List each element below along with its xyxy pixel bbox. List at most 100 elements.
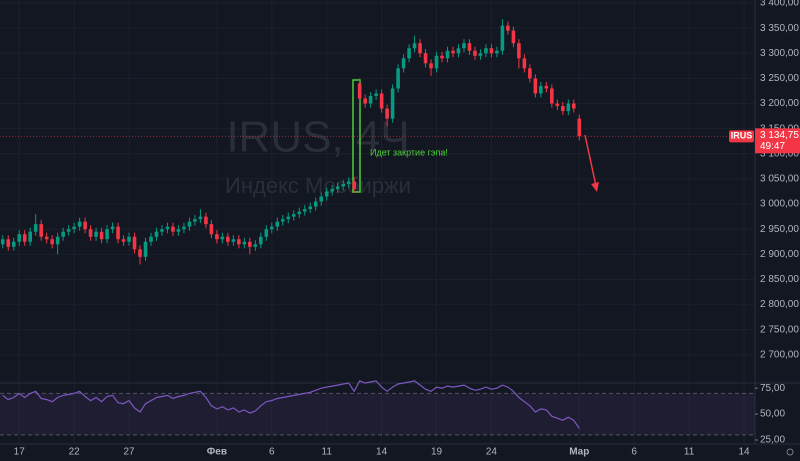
symbol-badge	[729, 130, 754, 143]
y-tick-label: 3 250,00	[760, 73, 799, 84]
candle-body	[528, 68, 532, 79]
y-tick-label: 3 300,00	[760, 48, 799, 59]
candle-body	[215, 234, 219, 240]
candle-body	[121, 239, 126, 242]
candle-body	[237, 239, 241, 245]
candle-body	[489, 48, 494, 54]
candle-body	[154, 231, 159, 237]
arrow-head	[591, 182, 599, 192]
candle-body	[572, 103, 576, 109]
candle-body	[429, 63, 433, 69]
candle-body	[204, 216, 208, 225]
x-tick-label: Фев	[207, 447, 227, 458]
candle-body	[160, 229, 164, 232]
candle-body	[39, 224, 43, 237]
x-tick-label: 17	[14, 447, 26, 458]
candle-body	[456, 48, 461, 54]
candle-body	[539, 85, 543, 94]
candle-body	[264, 229, 269, 237]
x-tick-label: 24	[486, 447, 498, 458]
candle-body	[357, 83, 362, 99]
x-tick-label: 11	[322, 447, 333, 458]
annotation: Идет закртие гэпа!	[370, 147, 448, 157]
candle-body	[242, 241, 247, 245]
x-tick-label: 27	[123, 447, 135, 458]
candle-body	[33, 224, 38, 232]
candle-body	[396, 68, 400, 89]
y-tick-label: 75,00	[760, 383, 785, 394]
symbol-label: IRUS	[731, 131, 753, 141]
candle-body	[198, 216, 203, 220]
candle-body	[434, 55, 439, 69]
y-tick-label: 2 850,00	[760, 274, 799, 285]
candle-body	[467, 43, 472, 51]
candle-body	[50, 239, 54, 245]
candle-body	[379, 93, 384, 109]
candle-body	[308, 206, 313, 210]
candle-body	[143, 241, 148, 257]
candle-body	[138, 249, 142, 257]
candle-body	[187, 221, 192, 227]
candle-body	[127, 236, 131, 242]
candle-body	[209, 224, 214, 235]
y-tick-label: 2 900,00	[760, 249, 799, 260]
x-tick-label: 22	[69, 447, 81, 458]
candle-body	[550, 88, 554, 104]
candle-body	[66, 229, 71, 232]
y-tick-label: 2 750,00	[760, 324, 799, 335]
price-label: 3 134,75	[760, 130, 799, 141]
candle-body	[319, 196, 324, 202]
settings-icon[interactable]	[786, 448, 794, 456]
candle-body	[165, 226, 170, 230]
candle-body	[253, 244, 258, 247]
candle-body	[149, 236, 153, 242]
candle-body	[105, 229, 109, 240]
candle-body	[511, 30, 516, 44]
candle-body	[280, 219, 285, 222]
candle-body	[363, 98, 367, 104]
candle-body	[500, 25, 505, 51]
candle-body	[132, 236, 137, 250]
y-tick-label: 3 350,00	[760, 23, 799, 34]
candle-body	[495, 50, 499, 54]
candle-body	[182, 226, 186, 230]
candle-body	[544, 85, 549, 89]
candle-body	[94, 231, 98, 237]
rsi-line	[2, 380, 580, 429]
candle-body	[440, 55, 444, 59]
candle-body	[330, 188, 334, 192]
candle-body	[368, 95, 373, 104]
candle-body	[522, 58, 527, 69]
candle-body	[352, 181, 356, 189]
candle-body	[445, 50, 450, 59]
y-tick-label: 3 100,00	[760, 148, 799, 159]
candle-body	[231, 239, 236, 242]
candle-body	[22, 234, 27, 242]
x-tick-label: 19	[431, 447, 443, 458]
candle-body	[385, 108, 389, 119]
candle-body	[6, 239, 11, 247]
candle-body	[270, 226, 274, 230]
candle-body	[335, 186, 340, 189]
candle-body	[83, 221, 87, 230]
candle-body	[577, 118, 582, 137]
candle-body	[220, 236, 225, 240]
y-tick-label: 3 200,00	[760, 98, 799, 109]
x-tick-label: 14	[738, 447, 750, 458]
candle-body	[291, 214, 296, 217]
candle-body	[44, 236, 49, 240]
rsi-band	[0, 393, 755, 435]
candle-body	[88, 229, 93, 237]
candle-body	[17, 234, 22, 242]
watermark: IRUS, 4Ч	[226, 113, 409, 162]
y-tick-label: 3 000,00	[760, 199, 799, 210]
y-tick-label: 50,00	[760, 409, 785, 420]
candle-body	[171, 226, 175, 232]
candle-body	[297, 211, 302, 215]
arrow	[584, 134, 597, 187]
x-tick-label: 6	[269, 447, 275, 458]
candle-body	[451, 50, 455, 54]
candle-body	[484, 48, 488, 54]
y-tick-label: 2 800,00	[760, 299, 799, 310]
